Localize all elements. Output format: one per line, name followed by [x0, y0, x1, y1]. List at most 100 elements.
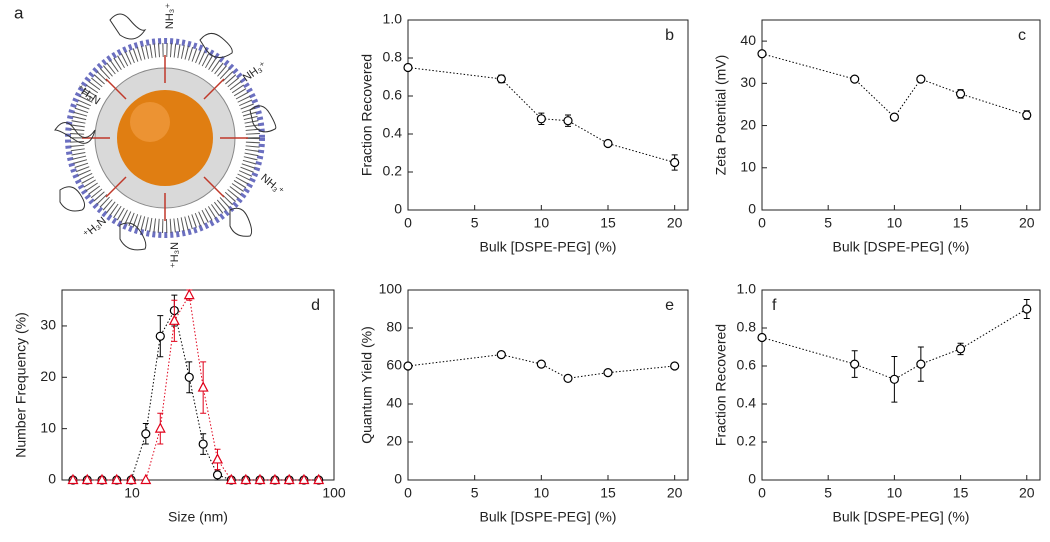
y-tick-label: 10	[40, 419, 56, 435]
x-tick-label: 10	[124, 485, 140, 501]
data-marker	[757, 332, 767, 343]
x-tick-label: 20	[667, 215, 683, 231]
x-tick-label: 20	[667, 485, 683, 501]
data-marker	[96, 473, 108, 485]
data-marker	[313, 473, 325, 485]
chart-panel: 0 10 20 30 10 100 Size (nm) Number Frequency (%…	[13, 288, 346, 525]
x-tick-label: 15	[953, 215, 969, 231]
data-marker	[563, 373, 573, 383]
y-tick-label: 0	[48, 471, 56, 487]
data-line	[761, 53, 1027, 118]
data-marker	[955, 89, 966, 99]
data-marker	[955, 344, 966, 354]
y-tick-label: 10	[740, 158, 756, 174]
x-tick-label: 5	[824, 215, 832, 231]
y-tick-label: 60	[386, 357, 402, 373]
data-line	[407, 354, 675, 379]
amine-label: ⁺H₃N	[81, 215, 109, 241]
data-marker	[225, 473, 237, 485]
data-marker	[403, 361, 413, 371]
x-tick-label: 0	[758, 215, 766, 231]
x-tick-label: 10	[887, 215, 903, 231]
y-tick-label: 0.4	[383, 125, 403, 141]
data-marker	[81, 473, 93, 485]
y-tick-label: 80	[386, 319, 402, 335]
data-marker	[298, 473, 310, 485]
data-marker	[916, 74, 926, 84]
data-marker	[67, 473, 79, 485]
x-tick-label: 15	[953, 485, 969, 501]
amine-label: NH₃⁺	[258, 172, 286, 198]
y-tick-label: 0.8	[383, 49, 403, 65]
x-tick-label: 10	[534, 215, 550, 231]
x-tick-label: 100	[322, 485, 346, 501]
y-tick-label: 20	[386, 433, 402, 449]
data-marker	[254, 473, 266, 485]
data-marker	[536, 114, 546, 124]
data-marker	[141, 429, 151, 439]
panel-label: f	[772, 297, 777, 314]
illustration: a NH₃⁺ NH₃⁺ NH₃⁺ ⁺H₃N ⁺H₃N ⁺H₃N	[14, 3, 286, 268]
y-tick-label: 0.6	[383, 87, 403, 103]
data-marker	[154, 422, 166, 433]
y-tick-label: 20	[40, 368, 56, 384]
plot-frame	[407, 289, 689, 481]
y-axis-label: Number Frequency (%)	[13, 312, 29, 458]
plot-frame	[61, 289, 335, 481]
data-marker	[757, 49, 767, 59]
y-axis-label: Zeta Potential (mV)	[713, 55, 729, 176]
amine-label: NH₃⁺	[241, 59, 269, 84]
x-tick-label: 20	[1019, 485, 1035, 501]
y-tick-label: 30	[40, 317, 56, 333]
data-marker	[536, 359, 546, 369]
data-marker	[670, 361, 680, 371]
panel-label: a	[14, 3, 24, 22]
y-tick-label: 0	[394, 471, 402, 487]
y-tick-label: 30	[740, 74, 756, 90]
x-tick-label: 15	[600, 215, 616, 231]
x-tick-label: 15	[600, 485, 616, 501]
x-tick-label: 10	[534, 485, 550, 501]
data-marker	[916, 359, 926, 369]
nanoparticle	[54, 13, 277, 251]
panel-label: e	[665, 297, 674, 314]
x-tick-label: 5	[824, 485, 832, 501]
chart-panel: 0 10 20 30 40 0 5 10 15 20 Bulk [DSPE-PEG] (%) Zeta…	[713, 19, 1041, 255]
chart-panel: 0 20 40 60 80 100 0 5 10 15 20 Bulk [DSPE-PEG] (%) Q…	[359, 281, 689, 525]
x-tick-label: 0	[404, 215, 412, 231]
data-marker	[198, 439, 208, 449]
data-marker	[403, 62, 413, 73]
data-marker	[212, 470, 223, 480]
data-marker	[197, 381, 209, 392]
x-tick-label: 20	[1019, 215, 1035, 231]
y-tick-label: 1.0	[737, 281, 757, 297]
data-marker	[269, 473, 281, 485]
y-tick-label: 0.4	[737, 395, 757, 411]
chart-panel: 0 0.2 0.4 0.6 0.8 1.0 0 5 10 15 20 Bulk [DSPE-PEG] …	[359, 11, 689, 255]
data-marker	[168, 314, 180, 325]
y-tick-label: 0.2	[383, 163, 403, 179]
x-tick-label: 5	[471, 215, 479, 231]
panel-label: d	[311, 297, 320, 314]
data-line	[72, 293, 319, 481]
plot-frame	[407, 19, 689, 211]
x-axis-label: Bulk [DSPE-PEG] (%)	[833, 509, 970, 525]
y-tick-label: 0.6	[737, 357, 757, 373]
data-marker	[603, 138, 613, 149]
data-marker	[125, 473, 137, 485]
y-tick-label: 0.8	[737, 319, 757, 335]
x-tick-label: 10	[887, 485, 903, 501]
x-axis-label: Bulk [DSPE-PEG] (%)	[480, 239, 617, 255]
data-marker	[212, 453, 224, 464]
data-marker	[240, 473, 252, 485]
data-marker	[1022, 304, 1032, 314]
data-line	[407, 67, 675, 163]
y-axis-label: Fraction Recovered	[359, 54, 375, 176]
y-tick-label: 0	[748, 201, 756, 217]
y-tick-label: 0	[394, 201, 402, 217]
plot-frame	[761, 289, 1041, 481]
x-axis-label: Bulk [DSPE-PEG] (%)	[833, 239, 970, 255]
data-marker	[496, 74, 506, 84]
chart-panel: 0 0.2 0.4 0.6 0.8 1.0 0 5 10 15 20 Bulk [DSPE-PEG] …	[713, 281, 1041, 525]
